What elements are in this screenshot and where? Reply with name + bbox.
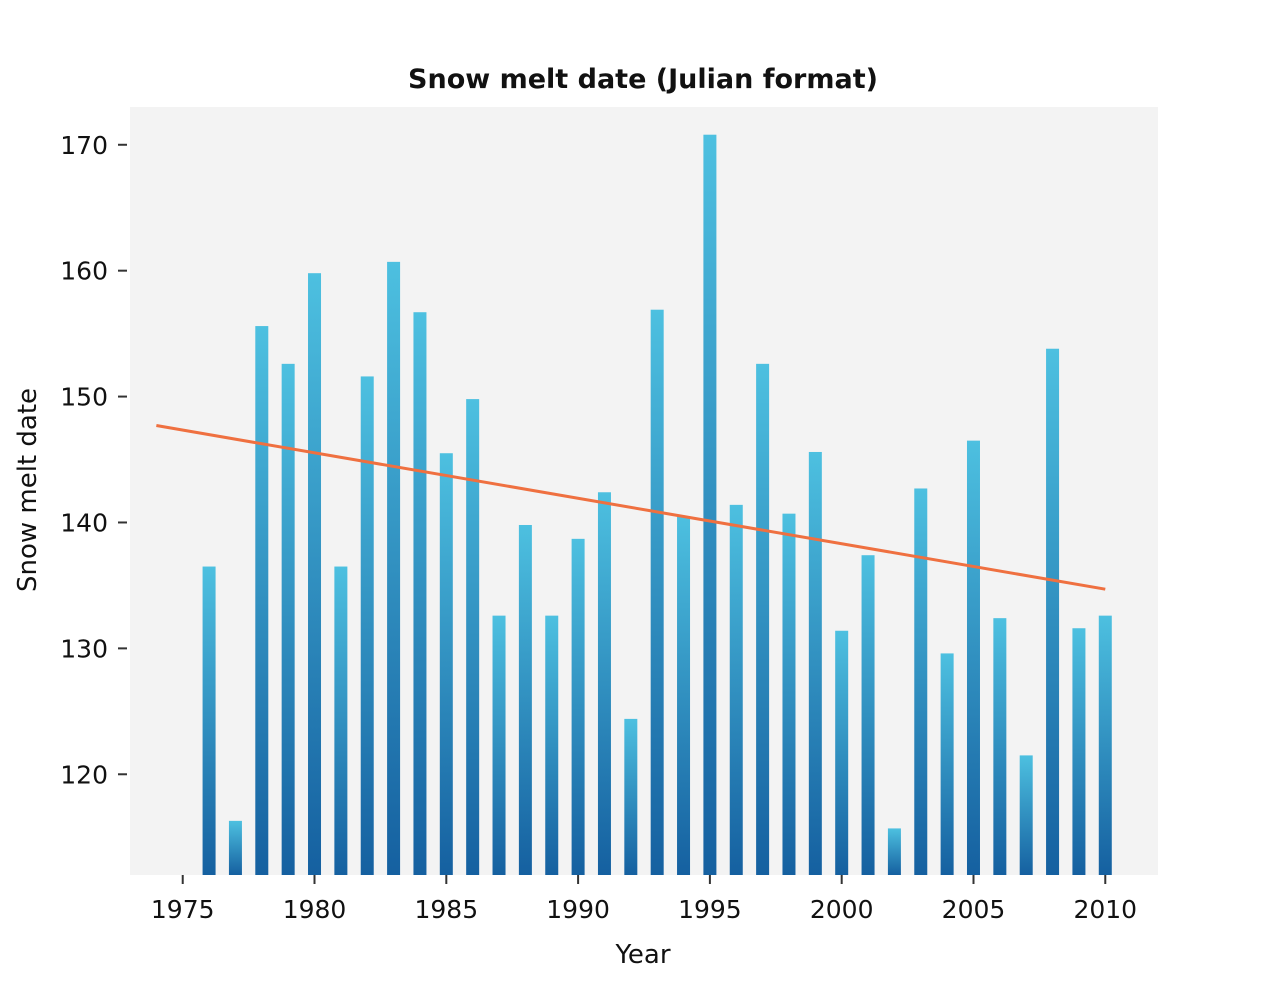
bar-2008 — [1046, 348, 1060, 875]
y-tick-label-160: 160 — [60, 257, 108, 286]
x-tick-label-1975: 1975 — [151, 895, 215, 924]
chart-title: Snow melt date (Julian format) — [408, 64, 878, 95]
bar-2003 — [914, 488, 928, 875]
y-axis-ticks: 120 130 140 150 160 170 — [60, 131, 127, 789]
bar-1993 — [650, 309, 664, 875]
bar-1988 — [518, 524, 532, 875]
bar-2001 — [861, 555, 875, 875]
bar-1983 — [387, 261, 401, 875]
bar-2000 — [835, 630, 849, 875]
y-tick-label-150: 150 — [60, 383, 108, 412]
bar-2002 — [887, 828, 901, 875]
bar-1976 — [202, 566, 216, 875]
bar-1979 — [281, 363, 295, 875]
bar-1980 — [308, 273, 322, 875]
x-tick-label-2005: 2005 — [942, 895, 1006, 924]
x-tick-label-1990: 1990 — [546, 895, 610, 924]
x-tick-label-1980: 1980 — [283, 895, 347, 924]
y-tick-label-140: 140 — [60, 508, 108, 537]
x-axis-label: Year — [614, 940, 670, 970]
bar-1977 — [228, 820, 242, 875]
bar-2009 — [1072, 628, 1086, 875]
bar-1985 — [439, 453, 453, 875]
x-axis-ticks: 1975 1980 1985 1990 1995 2000 2005 2010 — [151, 875, 1137, 924]
bar-1996 — [729, 504, 743, 875]
bar-1994 — [677, 516, 691, 875]
x-tick-label-1985: 1985 — [414, 895, 478, 924]
trend-line-group — [156, 424, 1106, 591]
y-tick-label-130: 130 — [60, 634, 108, 663]
bar-1984 — [413, 312, 427, 875]
bar-2006 — [993, 618, 1007, 875]
bar-1978 — [255, 326, 269, 875]
bar-2007 — [1019, 755, 1033, 875]
bar-1991 — [597, 492, 611, 875]
bar-1990 — [571, 538, 585, 875]
y-tick-label-170: 170 — [60, 131, 108, 160]
bar-1998 — [782, 513, 796, 875]
bar-1981 — [334, 566, 348, 875]
bar-2010 — [1098, 615, 1112, 875]
bar-1987 — [492, 615, 506, 875]
bar-1992 — [624, 718, 638, 875]
bar-series — [202, 134, 1112, 875]
bar-1995 — [703, 134, 717, 875]
bar-2004 — [940, 653, 954, 875]
y-tick-label-120: 120 — [60, 760, 108, 789]
bar-1982 — [360, 376, 374, 875]
x-tick-label-2010: 2010 — [1073, 895, 1137, 924]
bar-1997 — [756, 363, 770, 875]
x-tick-label-2000: 2000 — [810, 895, 874, 924]
x-tick-label-1995: 1995 — [678, 895, 742, 924]
bar-1986 — [466, 399, 480, 875]
bar-1989 — [545, 615, 559, 875]
bar-2005 — [966, 440, 980, 875]
plot-area — [130, 107, 1158, 875]
y-axis-label: Snow melt date — [13, 388, 43, 592]
trend-line — [156, 424, 1106, 591]
bar-1999 — [808, 451, 822, 875]
